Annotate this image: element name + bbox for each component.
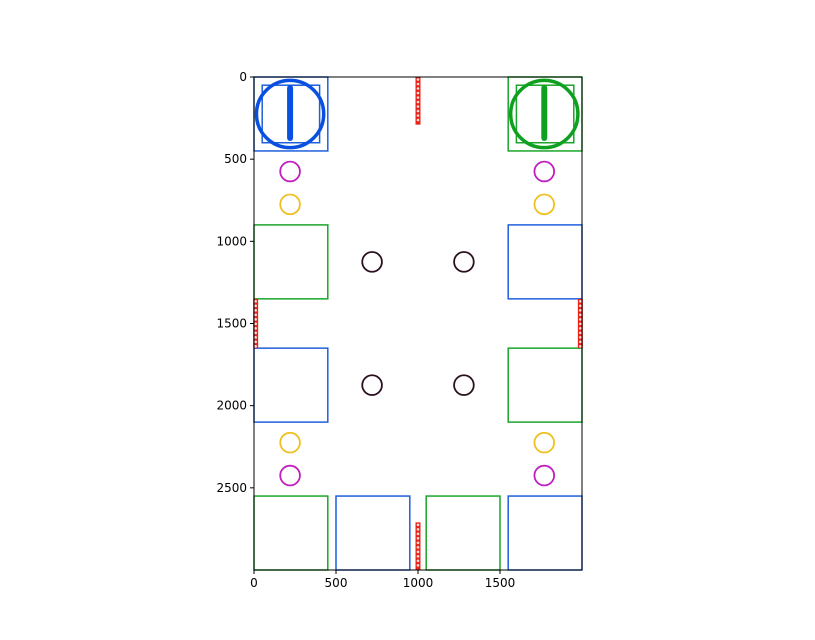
- y-tick-label: 500: [224, 152, 247, 166]
- zone-blue-6: [253, 347, 329, 423]
- barrier-dot: [416, 528, 420, 531]
- barrier-dot: [416, 541, 420, 545]
- barrier-dot: [254, 313, 257, 317]
- barrier-dot: [416, 114, 420, 117]
- robot-0: [254, 78, 326, 150]
- marker-magenta-3: [533, 464, 556, 487]
- barrier-dot: [254, 327, 257, 330]
- axes: 0 500 1000 1500 0 500 1000 1500 2000 2500: [216, 70, 583, 590]
- barrier-dot: [579, 327, 582, 330]
- barrier-dot: [416, 100, 420, 104]
- barrier-dot: [416, 87, 420, 90]
- barrier-dot: [579, 345, 582, 348]
- marker-yellow-3: [533, 431, 556, 454]
- marker-magenta-0: [279, 160, 301, 183]
- marker-yellow-0: [279, 193, 301, 216]
- zone-green-4: [253, 224, 329, 300]
- barrier-dot: [416, 91, 420, 95]
- barrier-dot: [254, 300, 257, 303]
- barrier-dot: [254, 345, 257, 348]
- barrier-dot: [416, 109, 420, 113]
- barrier-dot: [416, 559, 420, 563]
- zone-green-8: [253, 495, 329, 571]
- barrier-0: [415, 77, 421, 125]
- barrier-dot: [416, 78, 420, 81]
- y-tick-label: 2500: [216, 481, 247, 495]
- barrier-dot: [254, 322, 257, 326]
- barrier-dot: [579, 309, 582, 312]
- zone-blue-5: [507, 224, 583, 300]
- marker-dark-3: [453, 374, 475, 396]
- robot-1: [508, 78, 580, 150]
- plot-area: [253, 76, 583, 571]
- marker-yellow-1: [533, 193, 556, 216]
- y-tick-label: 1500: [216, 317, 247, 331]
- zone-green-10: [425, 495, 501, 571]
- barrier-dot: [579, 331, 582, 335]
- barrier-dot: [254, 304, 257, 308]
- barrier-dot: [416, 550, 420, 554]
- zone-blue-9: [335, 495, 411, 571]
- barrier-dot: [579, 336, 582, 339]
- barrier-dot: [579, 340, 582, 344]
- y-tick-label: 1000: [216, 234, 247, 248]
- x-tick-label: 0: [250, 576, 258, 590]
- barrier-dot: [416, 118, 420, 122]
- x-tick-label: 1500: [485, 576, 516, 590]
- barrier-dot: [254, 318, 257, 321]
- barrier-dot: [416, 532, 420, 536]
- barrier-dot: [579, 300, 582, 303]
- zone-blue-11: [507, 495, 583, 571]
- x-tick-label: 500: [325, 576, 348, 590]
- marker-magenta-2: [279, 464, 301, 487]
- barrier-dot: [416, 537, 420, 540]
- marker-yellow-2: [279, 431, 301, 454]
- barrier-dot: [579, 318, 582, 321]
- marker-dark-2: [361, 374, 383, 396]
- barrier-dot: [254, 309, 257, 312]
- marker-magenta-1: [533, 160, 556, 183]
- barrier-dot: [579, 322, 582, 326]
- barrier-dot: [254, 331, 257, 335]
- barrier-dot: [416, 523, 420, 527]
- barrier-dot: [254, 336, 257, 339]
- x-tick-label: 1000: [403, 576, 434, 590]
- barrier-2: [577, 298, 583, 349]
- barrier-dot: [254, 340, 257, 344]
- y-tick-label: 0: [239, 70, 247, 84]
- barrier-dot: [416, 564, 420, 567]
- barrier-dot: [579, 304, 582, 308]
- barrier-dot: [416, 555, 420, 558]
- barrier-dot: [416, 96, 420, 99]
- barrier-dot: [416, 82, 420, 86]
- barrier-1: [253, 298, 259, 349]
- marker-dark-1: [453, 251, 475, 273]
- barrier-dot: [416, 546, 420, 549]
- barrier-dot: [579, 313, 582, 317]
- barrier-3: [415, 522, 421, 570]
- y-tick-label: 2000: [216, 399, 247, 413]
- marker-dark-0: [361, 251, 383, 273]
- barrier-dot: [416, 105, 420, 108]
- zone-green-7: [507, 347, 583, 423]
